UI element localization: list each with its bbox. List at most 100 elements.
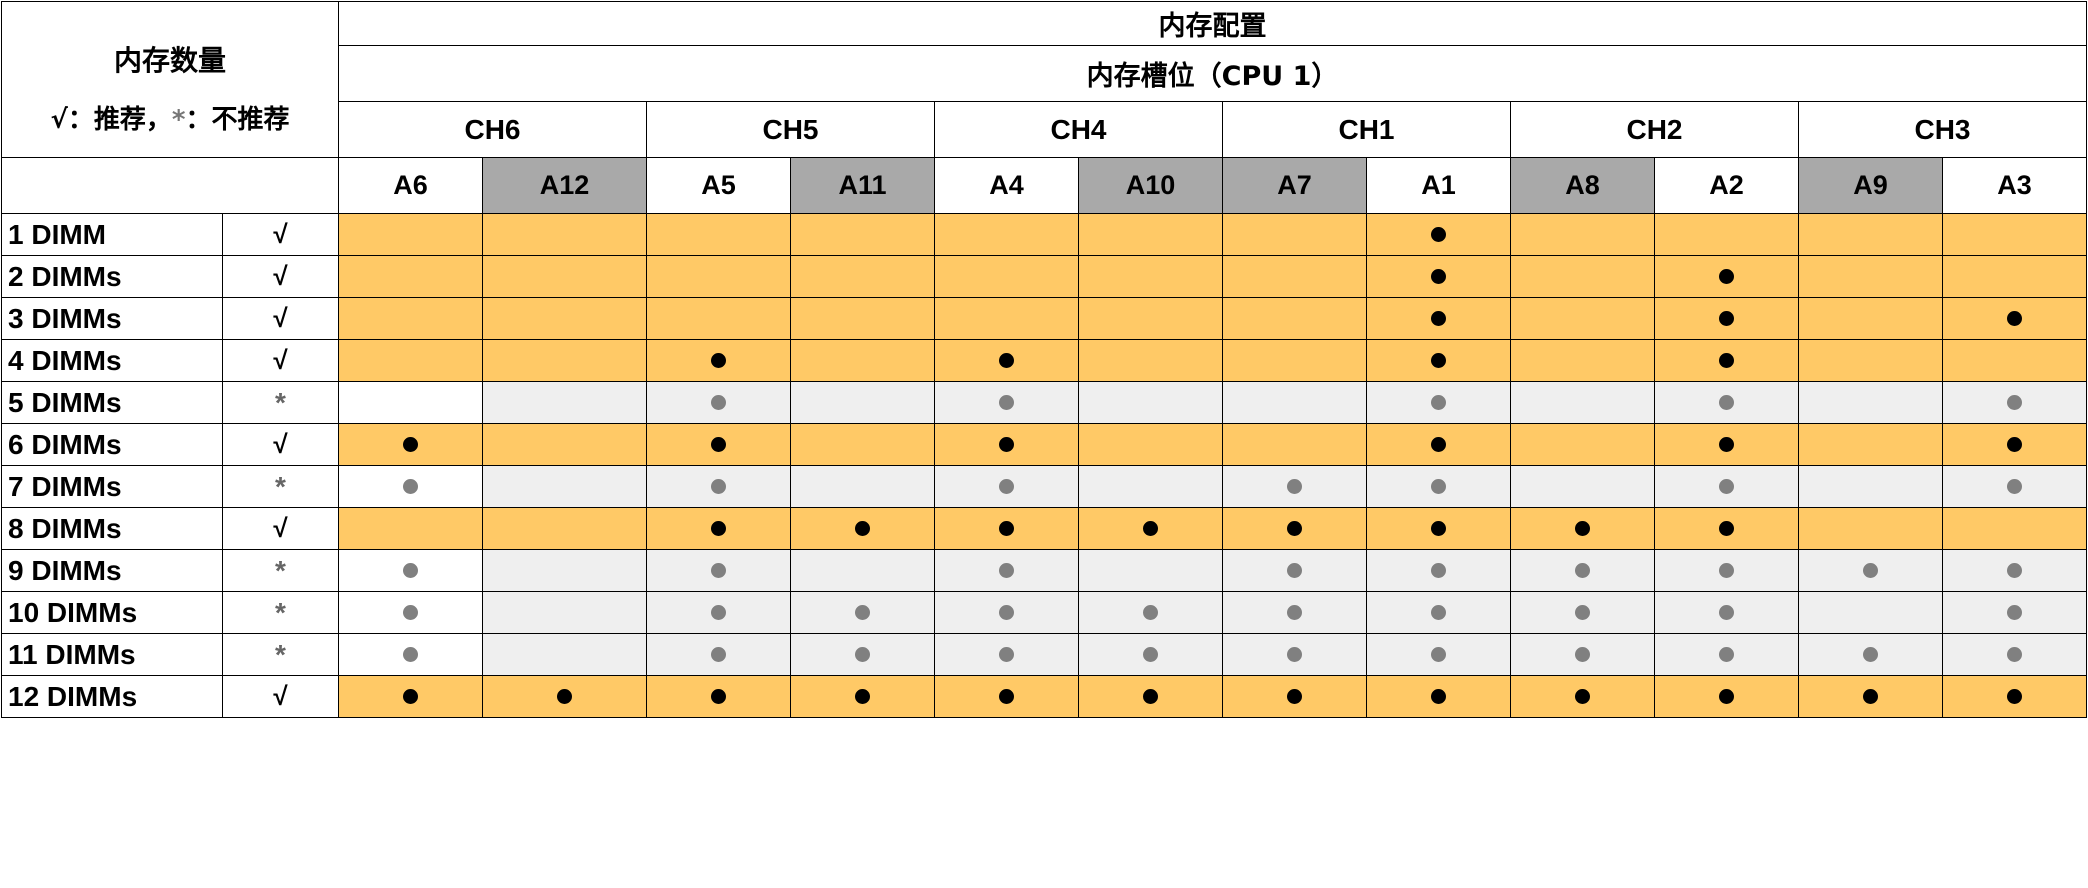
slot-cell-a2 xyxy=(1654,423,1799,466)
populated-dot-icon xyxy=(2007,646,2022,662)
slot-cell-a10 xyxy=(1078,213,1223,256)
recommended-mark: √ xyxy=(222,297,339,340)
populated-dot-icon xyxy=(1863,562,1878,578)
slot-cell-a2 xyxy=(1654,507,1799,550)
slot-cell-a7 xyxy=(1222,465,1367,508)
slot-cell-a12 xyxy=(482,507,647,550)
slot-cell-a2 xyxy=(1654,339,1799,382)
slot-cell-a5 xyxy=(646,591,791,634)
slot-cell-a2 xyxy=(1654,591,1799,634)
slot-cell-a6 xyxy=(338,549,483,592)
row-label: 2 DIMMs xyxy=(1,255,223,298)
table-row: 11 DIMMs * xyxy=(1,633,2087,676)
slot-cell-a12 xyxy=(482,381,647,424)
slot-cell-a1 xyxy=(1366,465,1511,508)
quantity-header-cell: 内存数量 √：推荐，*：不推荐 xyxy=(1,1,339,158)
table-row: 10 DIMMs * xyxy=(1,591,2087,634)
slot-cell-a2 xyxy=(1654,297,1799,340)
populated-dot-icon xyxy=(403,562,418,578)
populated-dot-icon xyxy=(1575,520,1590,536)
slot-cell-a11 xyxy=(790,255,935,298)
channel-header-ch2: CH2 xyxy=(1510,101,1799,158)
slot-cell-a1 xyxy=(1366,591,1511,634)
slot-cell-a2 xyxy=(1654,675,1799,718)
slot-cell-a3 xyxy=(1942,675,2087,718)
slot-cell-a12 xyxy=(482,297,647,340)
slot-cell-a12 xyxy=(482,591,647,634)
slot-cell-a9 xyxy=(1798,591,1943,634)
populated-dot-icon xyxy=(1575,688,1590,704)
table-row: 7 DIMMs * xyxy=(1,465,2087,508)
slot-cell-a4 xyxy=(934,423,1079,466)
slot-header-a1: A1 xyxy=(1366,157,1511,214)
slot-cell-a5 xyxy=(646,213,791,256)
slot-cell-a7 xyxy=(1222,339,1367,382)
slot-cell-a10 xyxy=(1078,507,1223,550)
slot-cell-a8 xyxy=(1510,255,1655,298)
populated-dot-icon xyxy=(1719,394,1734,410)
populated-dot-icon xyxy=(999,604,1014,620)
populated-dot-icon xyxy=(1575,646,1590,662)
populated-dot-icon xyxy=(2007,394,2022,410)
slot-cell-a10 xyxy=(1078,381,1223,424)
slot-header-a2: A2 xyxy=(1654,157,1799,214)
populated-dot-icon xyxy=(999,688,1014,704)
channel-header-ch5: CH5 xyxy=(646,101,935,158)
slot-cell-a1 xyxy=(1366,381,1511,424)
populated-dot-icon xyxy=(1431,562,1446,578)
populated-dot-icon xyxy=(999,436,1014,452)
row-label: 3 DIMMs xyxy=(1,297,223,340)
populated-dot-icon xyxy=(2007,478,2022,494)
slot-cell-a5 xyxy=(646,633,791,676)
recommended-mark: √ xyxy=(222,507,339,550)
slot-header-a12: A12 xyxy=(482,157,647,214)
populated-dot-icon xyxy=(1719,646,1734,662)
populated-dot-icon xyxy=(999,394,1014,410)
slot-cell-a7 xyxy=(1222,591,1367,634)
table-row: 1 DIMM √ xyxy=(1,213,2087,256)
slot-cell-a6 xyxy=(338,633,483,676)
slot-cell-a6 xyxy=(338,465,483,508)
populated-dot-icon xyxy=(403,646,418,662)
slot-cell-a3 xyxy=(1942,549,2087,592)
recommended-mark: √ xyxy=(222,213,339,256)
slot-cell-a6 xyxy=(338,423,483,466)
legend-star-text: ：不推荐 xyxy=(185,105,290,135)
memory-config-table: 内存数量 √：推荐，*：不推荐 内存配置 内存槽位（CPU 1） CH6 CH5 C… xyxy=(1,1,2087,718)
slot-cell-a1 xyxy=(1366,549,1511,592)
slot-cell-a8 xyxy=(1510,423,1655,466)
slot-cell-a5 xyxy=(646,255,791,298)
slot-cell-a3 xyxy=(1942,381,2087,424)
not-recommended-mark: * xyxy=(222,465,339,508)
slot-cell-a6 xyxy=(338,297,483,340)
populated-dot-icon xyxy=(1719,310,1734,326)
slot-cell-a2 xyxy=(1654,549,1799,592)
slot-cell-a8 xyxy=(1510,675,1655,718)
populated-dot-icon xyxy=(711,478,726,494)
slot-cell-a12 xyxy=(482,213,647,256)
populated-dot-icon xyxy=(1719,562,1734,578)
table-row: 9 DIMMs * xyxy=(1,549,2087,592)
row-label: 9 DIMMs xyxy=(1,549,223,592)
slot-cell-a4 xyxy=(934,255,1079,298)
slot-cell-a9 xyxy=(1798,339,1943,382)
slot-header-blank xyxy=(1,157,339,214)
slot-cell-a4 xyxy=(934,507,1079,550)
table-row: 2 DIMMs √ xyxy=(1,255,2087,298)
slot-cell-a4 xyxy=(934,381,1079,424)
slot-cell-a9 xyxy=(1798,255,1943,298)
populated-dot-icon xyxy=(1431,604,1446,620)
row-label: 8 DIMMs xyxy=(1,507,223,550)
slot-cell-a9 xyxy=(1798,465,1943,508)
slot-header-a8: A8 xyxy=(1510,157,1655,214)
populated-dot-icon xyxy=(1431,478,1446,494)
populated-dot-icon xyxy=(1143,604,1158,620)
slot-cell-a12 xyxy=(482,465,647,508)
row-label: 11 DIMMs xyxy=(1,633,223,676)
slot-cell-a12 xyxy=(482,675,647,718)
populated-dot-icon xyxy=(2007,688,2022,704)
slot-header-a4: A4 xyxy=(934,157,1079,214)
populated-dot-icon xyxy=(711,352,726,368)
table-row: 6 DIMMs √ xyxy=(1,423,2087,466)
config-title: 内存配置 xyxy=(338,1,2087,46)
